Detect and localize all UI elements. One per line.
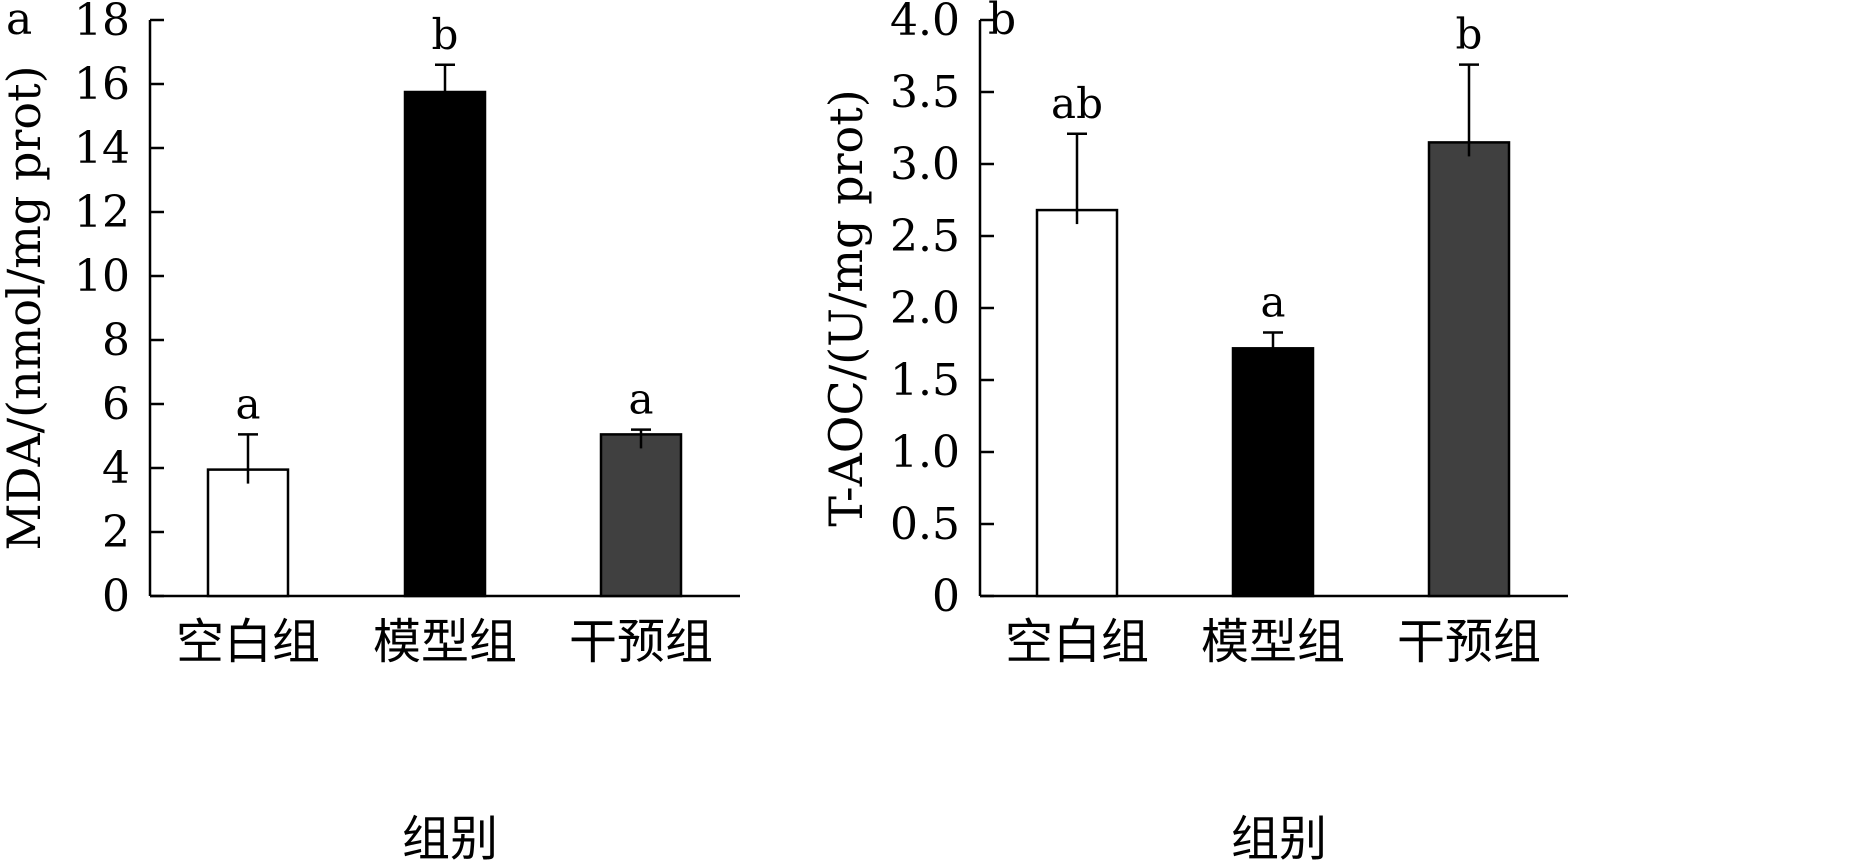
panel-a-y-tick-label: 18: [74, 0, 130, 46]
panel-a-y-axis-title: MDA/(nmol/mg prot): [0, 65, 51, 550]
panel-b-y-tick-label: 0: [932, 571, 960, 622]
panel-a-bar-3: [599, 433, 683, 598]
panel-b-significance-label: ab: [1051, 79, 1103, 128]
panel-b-bar-2: [1231, 347, 1315, 598]
panel-a-y-tick-label: 4: [102, 443, 130, 494]
panel-a-significance-label: a: [628, 375, 653, 424]
panel-b-bar-1: [1035, 208, 1119, 598]
panel-b-category-label: 模型组: [1201, 614, 1345, 670]
panel-b-y-tick-label: 2.0: [890, 283, 960, 334]
panel-b-y-tick-label: 4.0: [890, 0, 960, 46]
panel-a-significance-label: b: [432, 10, 459, 59]
panel-b-category-label: 干预组: [1397, 614, 1541, 670]
panel-a-bar-1: [206, 468, 290, 598]
panel-b-chart: b 0 0.5 1.0 1.5 2.0 2.5 3.0 3.5 4.0 T-AOC/(U/mg …: [819, 0, 1568, 867]
panel-b-significance-label: a: [1260, 277, 1285, 326]
panel-b-y-tick-label: 3.0: [890, 139, 960, 190]
panel-a-y-tick-label: 14: [74, 123, 130, 174]
panel-a-y-tick-label: 8: [102, 315, 130, 366]
panel-b-y-tick-label: 2.5: [890, 211, 960, 262]
panel-a-y-tick-label: 2: [102, 507, 130, 558]
panel-a-y-tick-label: 10: [74, 251, 130, 302]
panel-b-letter: b: [988, 0, 1016, 45]
panel-a-y-tick-label: 0: [102, 571, 130, 622]
panel-a-x-axis-title: 组别: [402, 811, 498, 867]
panel-a-y-tick-label: 6: [102, 379, 130, 430]
panel-a-bar-2: [403, 90, 487, 598]
panel-b-y-tick-label: 3.5: [890, 67, 960, 118]
panel-a-y-tick-label: 16: [74, 59, 130, 110]
panel-b-y-axis-title: T-AOC/(U/mg prot): [819, 89, 873, 526]
panel-a-category-label: 模型组: [373, 614, 517, 670]
panel-a-chart: a 0 2 4 6 8 10 12 14 16 18 MDA/(nmol/mg prot) 组别 a 空…: [0, 0, 740, 867]
panel-b-y-tick-label: 1.5: [890, 355, 960, 406]
panel-a-y-tick-label: 12: [74, 187, 130, 238]
panel-b-significance-label: b: [1456, 10, 1483, 59]
panel-a-category-label: 空白组: [176, 614, 320, 670]
panel-b-bar-3: [1427, 141, 1511, 598]
panel-a-category-label: 干预组: [569, 614, 713, 670]
panel-b-category-label: 空白组: [1005, 614, 1149, 670]
panel-a-significance-label: a: [235, 379, 260, 428]
panel-b-y-tick-label: 1.0: [890, 427, 960, 478]
panel-b-x-axis-title: 组别: [1231, 811, 1327, 867]
panel-b-y-tick-label: 0.5: [890, 499, 960, 550]
panel-a-letter: a: [6, 0, 32, 45]
